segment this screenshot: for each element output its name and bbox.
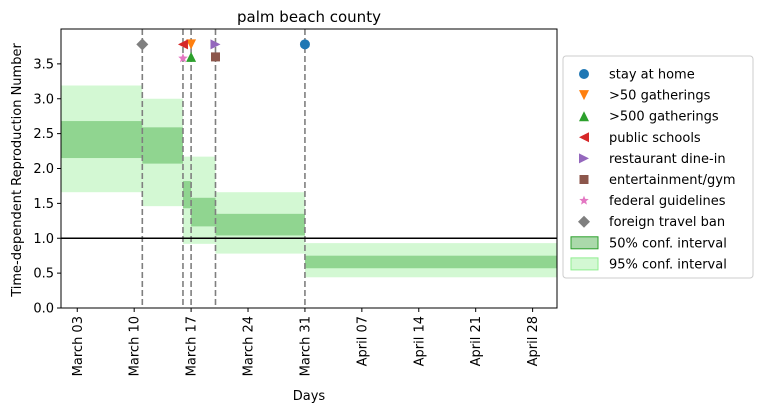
legend-label-conf_95: 95% conf. interval [609,257,727,272]
legend-marker-3 [579,132,589,143]
legend-marker-2 [579,111,589,122]
legend-marker-1 [579,90,589,101]
ci95-band-segment-3 [215,192,305,254]
legend-swatch-conf_50 [570,236,599,250]
legend-frame [562,55,754,279]
ci50-band-segment-2 [182,181,192,209]
y-tick-label-2: 1.0 [33,232,54,247]
x-axis: March 03 March 10 March 17 March 24 March 31… [71,308,541,376]
y-axis: 0.0 0.5 1.0 1.5 2.0 2.5 3.0 3.5 [33,57,61,317]
ci50-band-segment-4 [215,213,305,236]
y-tick-label-7: 3.5 [33,57,54,72]
ci95-layer [61,85,557,278]
intervention-marker-4 [210,39,221,50]
intervention-marker-6 [178,53,188,63]
legend-marker-0 [579,69,589,79]
ci50-band-segment-5 [304,255,557,269]
ci50-band-segment-3 [191,197,216,227]
legend-label-4: restaurant dine-in [609,152,726,167]
y-tick-label-3: 1.5 [33,197,54,212]
intervention-marker-3 [177,39,188,50]
x-tick-label-7: April 21 [469,316,484,366]
y-tick-label-4: 2.0 [33,162,54,177]
legend-label-3: public schools [609,131,701,146]
intervention-lines-layer [141,29,306,308]
legend-label-0: stay at home [609,68,695,83]
legend-marker-5 [579,175,589,184]
legend-swatch-conf_95 [570,257,599,271]
x-tick-label-5: April 07 [355,316,370,366]
ci50-band-segment-1 [142,127,183,164]
legend-label-conf_50: 50% conf. interval [609,236,727,251]
y-axis-label: Time-dependent Reproduction Number [10,43,25,298]
intervention-marker-7 [136,38,149,51]
intervention-marker-2 [186,51,197,62]
x-tick-label-3: March 24 [242,316,257,376]
y-tick-label-5: 2.5 [33,127,54,142]
ci95-band-segment-0 [61,85,143,193]
legend-label-6: federal guidelines [609,194,726,209]
legend-label-5: entertainment/gym [609,173,736,188]
x-tick-label-8: April 28 [526,316,541,366]
intervention-marker-1 [186,39,197,50]
x-tick-label-0: March 03 [71,316,86,376]
intervention-markers-layer [136,38,310,63]
legend-label-1: >50 gatherings [609,89,711,104]
y-tick-label-1: 0.5 [33,267,54,282]
chart-title: palm beach county [237,8,381,26]
ci95-band-segment-2 [182,156,216,244]
legend-marker-7 [578,215,590,228]
legend-marker-6 [579,195,589,205]
x-tick-label-6: April 14 [412,316,427,366]
legend-label-7: foreign travel ban [609,215,725,230]
ci50-layer [61,121,557,269]
intervention-marker-0 [299,39,310,50]
x-tick-label-1: March 10 [128,316,143,376]
ci95-band-segment-4 [304,243,557,278]
y-tick-label-0: 0.0 [33,302,54,317]
intervention-marker-5 [210,52,220,62]
y-tick-label-6: 3.0 [33,92,54,107]
ci95-band-segment-1 [142,98,183,207]
x-tick-label-2: March 17 [185,316,200,376]
legend-marker-4 [579,153,589,164]
ci50-band-segment-0 [61,121,143,159]
legend: stay at home >50 gatherings >500 gathering… [562,55,754,279]
x-axis-label: Days [293,389,326,404]
legend-label-2: >500 gatherings [609,110,719,125]
x-tick-label-4: March 31 [298,316,313,376]
